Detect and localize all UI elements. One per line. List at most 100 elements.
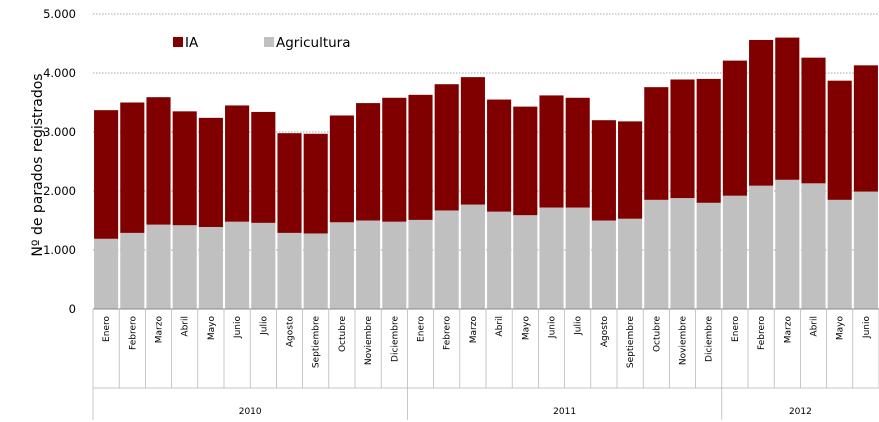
x-tick-label: Agosto [600,316,610,348]
bars [94,37,878,309]
bar-agricultura [277,232,302,309]
bar-ia [303,133,328,234]
bar-ia [225,105,250,222]
bar-ia [251,111,276,223]
bar-ia [539,95,564,208]
x-tick-label: Noviembre [679,316,689,366]
x-tick-label: Octubre [338,316,348,352]
x-tick-label: Marzo [469,316,479,344]
bar-ia [146,97,171,225]
x-tick-label: Enero [417,316,427,342]
x-tick-label: Mayo [521,316,531,341]
bar-agricultura [329,222,354,309]
x-tick-label: Marzo [155,316,165,344]
bar-agricultura [146,224,171,309]
y-tick-label: 2.000 [43,184,76,198]
bar-ia [460,77,485,205]
bar-agricultura [591,220,616,309]
x-tick-label: Junio [233,316,243,340]
bar-agricultura [460,204,485,309]
legend-label: Agricultura [276,35,351,51]
x-tick-label: Julio [259,316,269,336]
x-tick-label: Febrero [128,316,138,350]
bar-agricultura [94,238,119,309]
bar-ia [382,97,407,222]
bar-ia [513,106,538,216]
x-tick-label: Diciembre [705,316,715,362]
x-tick-label: Noviembre [364,316,374,366]
bar-ia [172,111,197,226]
x-tick-label: Junio [862,316,872,340]
bar-agricultura [434,210,459,309]
bar-agricultura [801,183,826,309]
bar-ia [696,78,721,203]
year-label: 2010 [239,407,262,417]
bar-ia [487,99,512,212]
legend-swatch [173,37,183,47]
bar-agricultura [696,202,721,309]
bar-ia [94,110,119,239]
bar-agricultura [225,221,250,309]
bar-ia [434,84,459,211]
bar-agricultura [408,219,433,309]
x-tick-label: Enero [731,316,741,342]
y-tick-label: 0 [69,302,76,316]
bar-agricultura [565,207,590,309]
bar-ia [565,97,590,208]
bar-ia [801,57,826,184]
bar-agricultura [251,222,276,309]
legend-swatch [264,37,274,47]
bar-agricultura [120,232,145,309]
x-tick-label: Diciembre [390,316,400,362]
bar-agricultura [539,207,564,309]
y-tick-label: 4.000 [43,66,76,80]
x-tick-label: Abril [810,316,820,337]
bar-agricultura [382,221,407,309]
x-tick-label: Febrero [443,316,453,350]
bar-ia [827,80,852,200]
x-tick-label: Octubre [652,316,662,352]
bar-agricultura [618,218,643,309]
bar-ia [749,39,774,186]
year-label: 2011 [553,407,576,417]
bar-agricultura [644,199,669,309]
y-tick-label: 1.000 [43,243,76,257]
bar-ia [722,60,747,196]
bar-agricultura [172,225,197,309]
legend-label: IA [185,35,199,51]
gridlines [93,13,879,251]
x-tick-label: Febrero [757,316,767,350]
y-axis-title: Nº de parados registrados [30,73,46,256]
x-tick-label: Enero [102,316,112,342]
bar-agricultura [356,220,381,309]
year-label: 2012 [789,407,812,417]
x-axis: Enero Febrero Marzo Abril Mayo Junio Julio Agos… [92,308,879,420]
x-tick-label: Agosto [286,316,296,348]
bar-agricultura [853,191,878,309]
bar-ia [356,103,381,221]
bar-agricultura [722,195,747,309]
bar-agricultura [513,215,538,309]
x-tick-label: Mayo [207,316,217,341]
bar-agricultura [487,211,512,309]
x-tick-label: Mayo [836,316,846,341]
bar-ia [408,94,433,220]
x-tick-label: Abril [495,316,505,337]
bar-agricultura [198,226,223,309]
x-tick-label: Julio [574,316,584,336]
x-tick-label: Septiembre [626,316,636,369]
bar-agricultura [749,185,774,309]
y-tick-label: 3.000 [43,125,76,139]
legend: IA Agricultura [173,35,351,51]
bar-agricultura [775,179,800,309]
x-tick-label: Abril [181,316,191,337]
x-tick-label: Septiembre [312,316,322,369]
bar-agricultura [303,233,328,309]
bar-agricultura [827,199,852,309]
y-tick-label: 5.000 [43,7,76,21]
bar-agricultura [670,198,695,309]
bar-ia [670,79,695,199]
bar-ia [644,87,669,200]
bar-ia [329,115,354,223]
